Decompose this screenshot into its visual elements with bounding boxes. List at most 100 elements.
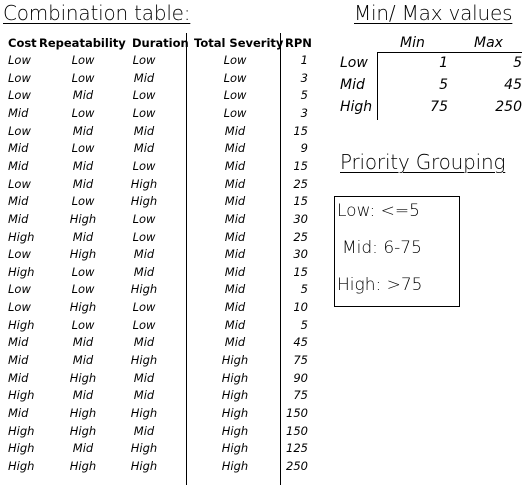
cell-cost: Low <box>8 176 31 191</box>
cell-repeatability: Mid <box>72 158 94 173</box>
cell-repeatability: High <box>69 300 97 315</box>
cell-total-severity: Low <box>223 70 247 85</box>
cell-cost: Low <box>8 282 31 297</box>
cell-cost: High <box>8 388 35 403</box>
cell-repeatability: Mid <box>72 176 94 191</box>
cell-repeatability: High <box>69 406 97 420</box>
cell-cost: Mid <box>8 194 29 209</box>
minmax-mid-min: 5 <box>439 77 448 93</box>
cell-total-severity: Low <box>223 53 247 67</box>
cell-duration: Low <box>132 317 156 332</box>
minmax-header-rule <box>377 52 522 53</box>
cell-duration: High <box>130 282 158 297</box>
cell-rpn: 25 <box>293 229 308 244</box>
column-divider-rpn <box>280 33 281 485</box>
combination-table-title: Combination table: <box>3 1 191 25</box>
cell-total-severity: High <box>221 370 249 385</box>
cell-duration: Mid <box>133 264 155 279</box>
cell-total-severity: High <box>221 458 249 473</box>
cell-duration: Low <box>132 300 156 315</box>
cell-total-severity: Mid <box>224 211 246 226</box>
cell-repeatability: Mid <box>72 388 94 403</box>
minmax-label-high: High <box>340 99 373 115</box>
cell-repeatability: High <box>69 458 97 473</box>
cell-total-severity: Mid <box>224 176 246 191</box>
minmax-low-min: 1 <box>439 55 448 71</box>
cell-repeatability: Low <box>71 105 95 120</box>
cell-rpn: 150 <box>286 423 308 438</box>
cell-duration: High <box>130 441 158 456</box>
cell-total-severity: Mid <box>224 141 246 156</box>
cell-repeatability: Mid <box>72 123 94 138</box>
header-min: Min <box>400 35 425 51</box>
cell-repeatability: Low <box>71 317 95 332</box>
priority-mid: Mid: 6-75 <box>342 238 422 258</box>
cell-duration: Low <box>132 211 156 226</box>
cell-rpn: 150 <box>286 406 308 420</box>
cell-cost: High <box>8 423 35 438</box>
cell-duration: Low <box>132 105 156 120</box>
priority-low: Low: <=5 <box>337 201 420 221</box>
cell-duration: Mid <box>133 123 155 138</box>
cell-cost: Low <box>8 300 31 315</box>
cell-rpn: 90 <box>293 370 308 385</box>
cell-total-severity: High <box>221 353 249 368</box>
cell-total-severity: Mid <box>224 229 246 244</box>
cell-repeatability: Mid <box>72 88 94 103</box>
header-total-severity: Total Severity <box>194 36 284 50</box>
cell-repeatability: Low <box>71 141 95 156</box>
priority-grouping-box: Low: <=5 Mid: 6-75 High: >75 <box>334 196 460 307</box>
cell-duration: Low <box>132 229 156 244</box>
cell-total-severity: Mid <box>224 282 246 297</box>
cell-total-severity: High <box>221 388 249 403</box>
cell-total-severity: Mid <box>224 300 246 315</box>
cell-repeatability: High <box>69 247 97 262</box>
cell-duration: Mid <box>133 335 155 350</box>
cell-rpn: 250 <box>286 458 308 473</box>
cell-total-severity: Mid <box>224 247 246 262</box>
minmax-high-min: 75 <box>430 99 448 115</box>
header-repeatability: Repeatability <box>39 36 126 50</box>
cell-rpn: 5 <box>300 317 308 332</box>
cell-repeatability: Low <box>71 70 95 85</box>
cell-rpn: 5 <box>300 282 308 297</box>
cell-repeatability: Mid <box>72 353 94 368</box>
cell-cost: Mid <box>8 105 29 120</box>
cell-rpn: 15 <box>293 158 308 173</box>
cell-rpn: 125 <box>286 441 308 456</box>
cell-duration: Low <box>132 53 156 67</box>
cell-total-severity: Mid <box>224 158 246 173</box>
cell-rpn: 9 <box>300 141 308 156</box>
cell-duration: Low <box>132 158 156 173</box>
cell-cost: Mid <box>8 141 29 156</box>
cell-cost: Mid <box>8 335 29 350</box>
cell-rpn: 15 <box>293 264 308 279</box>
cell-rpn: 1 <box>300 53 308 67</box>
cell-duration: High <box>130 194 158 209</box>
cell-rpn: 45 <box>293 335 308 350</box>
cell-repeatability: Low <box>71 53 95 67</box>
cell-rpn: 75 <box>293 388 308 403</box>
cell-cost: High <box>8 229 35 244</box>
header-max: Max <box>474 35 503 51</box>
cell-total-severity: Low <box>223 88 247 103</box>
cell-rpn: 5 <box>300 88 308 103</box>
cell-duration: High <box>130 176 158 191</box>
cell-rpn: 3 <box>300 105 308 120</box>
header-rpn: RPN <box>285 36 312 50</box>
header-cost: Cost <box>8 36 37 50</box>
cell-cost: Mid <box>8 211 29 226</box>
minmax-low-max: 5 <box>513 55 522 71</box>
cell-cost: Low <box>8 247 31 262</box>
cell-duration: Mid <box>133 370 155 385</box>
cell-total-severity: Low <box>223 105 247 120</box>
cell-total-severity: Mid <box>224 123 246 138</box>
cell-duration: Mid <box>133 247 155 262</box>
cell-cost: Mid <box>8 370 29 385</box>
cell-duration: Mid <box>133 388 155 403</box>
cell-repeatability: High <box>69 211 97 226</box>
cell-cost: Low <box>8 123 31 138</box>
cell-total-severity: High <box>221 441 249 456</box>
cell-cost: High <box>8 317 35 332</box>
priority-high: High: >75 <box>337 275 423 295</box>
